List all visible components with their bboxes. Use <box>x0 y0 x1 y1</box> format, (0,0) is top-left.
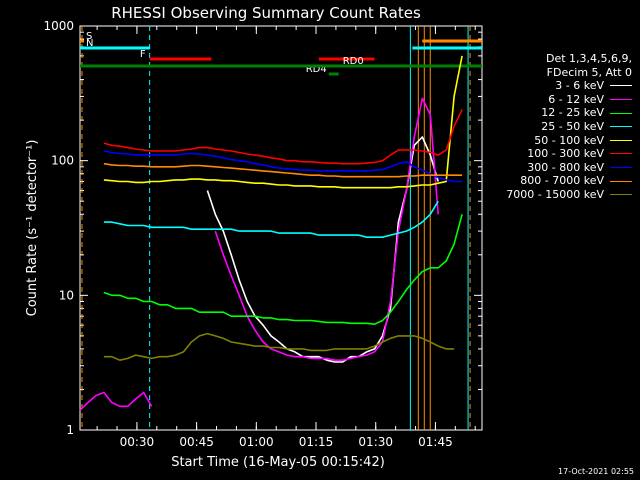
legend-entry-label: 6 - 12 keV <box>548 92 604 106</box>
legend-entry: 12 - 25 keV <box>462 106 632 120</box>
legend-swatch <box>610 99 632 101</box>
plot-area: 1 10 100 1000 00:30 00:45 01:00 01:15 01:30 01:45… <box>43 19 483 449</box>
legend-entry: 100 - 300 keV <box>462 147 632 161</box>
x-tick-label: 00:45 <box>179 435 214 449</box>
legend-header-line-1: Det 1,3,4,5,6,9, <box>545 52 632 65</box>
legend-entry: 800 - 7000 keV <box>462 174 632 188</box>
legend: Det 1,3,4,5,6,9, FDecim 5, Att 0 3 - 6 k… <box>462 52 632 202</box>
legend-swatch <box>610 194 632 196</box>
series-line <box>103 200 439 238</box>
legend-swatch <box>610 85 632 87</box>
legend-entry-label: 7000 - 15000 keV <box>506 187 604 201</box>
legend-swatch <box>610 112 632 114</box>
flag-label: S <box>86 31 92 42</box>
legend-entry: 7000 - 15000 keV <box>462 188 632 202</box>
legend-swatch <box>610 180 632 182</box>
legend-entry: 50 - 100 keV <box>462 134 632 148</box>
y-tick-label: 10 <box>59 288 74 302</box>
legend-entry: 300 - 800 keV <box>462 161 632 175</box>
x-tick-label: 01:00 <box>239 435 274 449</box>
y-tick-label: 1 <box>66 423 74 437</box>
legend-entry-label: 300 - 800 keV <box>527 160 604 174</box>
legend-header-line-2: FDecim 5, Att 0 <box>546 65 632 79</box>
series-line <box>103 109 463 165</box>
legend-entry-label: 12 - 25 keV <box>541 106 604 120</box>
flag-label: RD0 <box>343 56 364 67</box>
legend-entry: 25 - 50 keV <box>462 120 632 134</box>
series-line <box>103 332 455 361</box>
legend-items: 3 - 6 keV 6 - 12 keV 12 - 25 keV 25 - 50 ke… <box>462 79 632 201</box>
series-line <box>103 162 463 178</box>
y-axis-label: Count Rate (s⁻¹ detector⁻¹) <box>25 140 40 317</box>
x-axis-label: Start Time (16-May-05 00:15:42) <box>171 455 385 470</box>
x-tick-label: 01:45 <box>418 435 453 449</box>
x-tick-label: 01:15 <box>299 435 334 449</box>
legend-swatch <box>610 167 632 169</box>
flag-label: F <box>140 49 146 60</box>
legend-entry: 3 - 6 keV <box>462 79 632 93</box>
series-line <box>79 97 439 411</box>
legend-entry-label: 3 - 6 keV <box>555 79 604 93</box>
flag-label: N <box>86 38 93 49</box>
legend-entry-label: 100 - 300 keV <box>527 147 604 161</box>
series-line <box>103 214 463 325</box>
y-tick-label: 1000 <box>43 19 74 33</box>
x-tick-label: 00:30 <box>120 435 155 449</box>
timestamp: 17-Oct-2021 02:55 <box>558 467 634 476</box>
legend-entry-label: 25 - 50 keV <box>541 119 604 133</box>
series-line <box>103 150 463 183</box>
x-tick-label: 01:30 <box>358 435 393 449</box>
flag-label: RD4 <box>306 64 327 75</box>
axes-frame <box>79 25 483 431</box>
chart-title: RHESSI Observing Summary Count Rates <box>111 4 421 22</box>
y-tick-label: 100 <box>51 154 74 168</box>
legend-entry-label: 50 - 100 keV <box>534 133 604 147</box>
legend-entry-label: 800 - 7000 keV <box>520 174 604 188</box>
legend-swatch <box>610 126 632 128</box>
legend-swatch <box>610 139 632 141</box>
series-line <box>103 55 463 189</box>
legend-swatch <box>610 153 632 155</box>
legend-entry: 6 - 12 keV <box>462 93 632 107</box>
